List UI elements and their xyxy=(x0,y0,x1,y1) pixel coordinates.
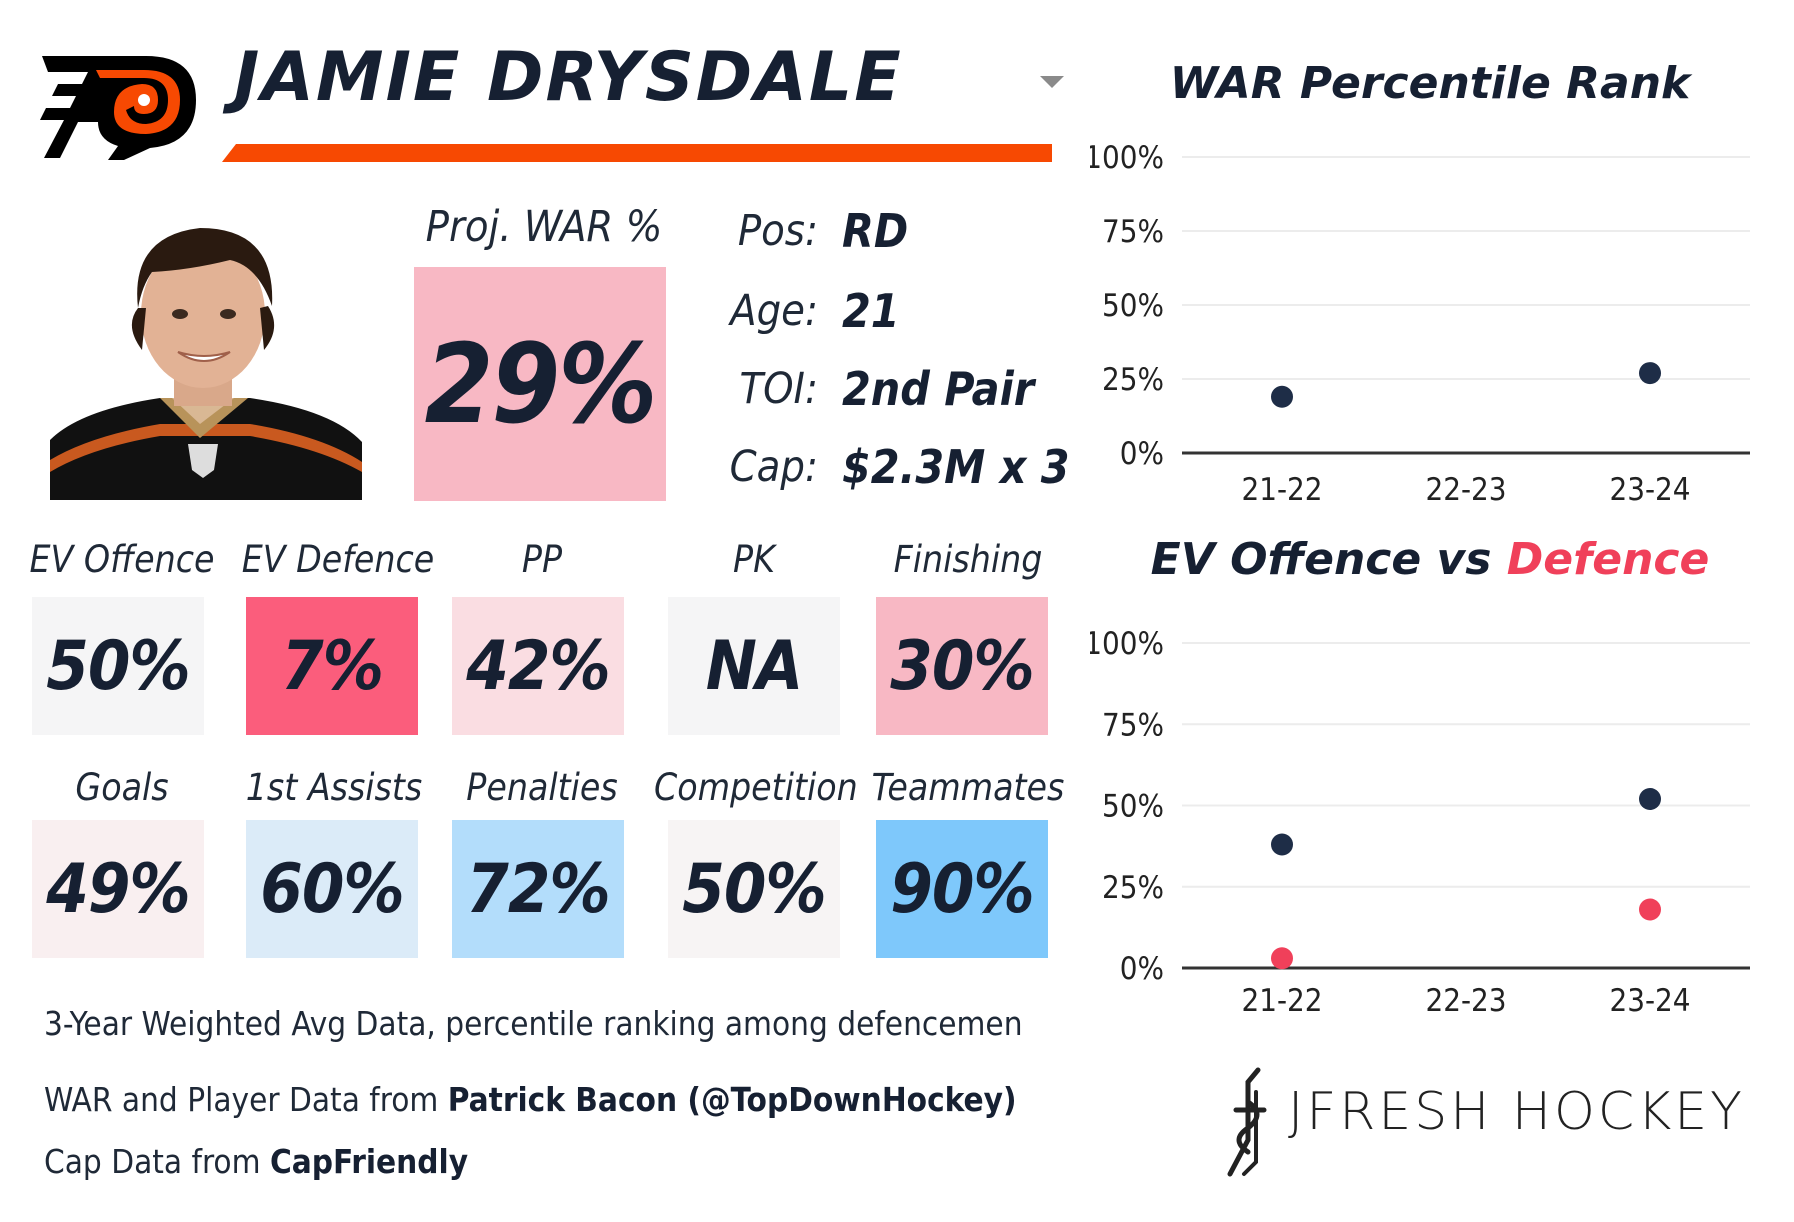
y-tick-label: 50% xyxy=(1102,288,1164,324)
first-assists-value: 60% xyxy=(260,849,404,929)
competition-box: 50% xyxy=(668,820,840,958)
y-tick-label: 25% xyxy=(1102,362,1164,398)
x-tick-label: 21-22 xyxy=(1241,472,1322,508)
data-point-ev-defence xyxy=(1639,898,1661,921)
goals-label: Goals xyxy=(75,766,169,809)
player-dropdown-icon[interactable] xyxy=(1040,76,1064,88)
ev-chart-title-defence: Defence xyxy=(1506,534,1710,585)
ev-offence-value: 50% xyxy=(46,626,190,706)
competition-value: 50% xyxy=(682,849,826,929)
war-source-prefix: WAR and Player Data from xyxy=(44,1080,448,1119)
player-name: JAMIE DRYSDALE xyxy=(234,38,903,117)
pk-label: PK xyxy=(733,538,775,581)
ev-chart-title-offence: EV Offence vs xyxy=(1150,534,1507,585)
proj-war-value: 29% xyxy=(424,320,658,448)
data-point-ev-defence xyxy=(1271,947,1293,970)
toi-label: TOI: xyxy=(739,364,818,414)
ev-defence-box: 7% xyxy=(246,597,418,735)
y-tick-label: 100% xyxy=(1090,140,1164,176)
age-label: Age: xyxy=(730,286,818,336)
teammates-box: 90% xyxy=(876,820,1048,958)
ev-offence-defence-chart: 100% 75% 50% 25% 0% 21-22 22-23 23-24 xyxy=(1090,626,1750,1019)
war-percentile-chart: 100% 75% 50% 25% 0% 21-22 22-23 23-24 xyxy=(1090,140,1750,508)
first-assists-label: 1st Assists xyxy=(245,766,423,809)
x-tick-label: 22-23 xyxy=(1425,983,1506,1019)
x-tick-label: 22-23 xyxy=(1425,472,1506,508)
penalties-label: Penalties xyxy=(466,766,618,809)
pk-box: NA xyxy=(668,597,840,735)
y-tick-label: 0% xyxy=(1120,951,1164,987)
war-source-line: WAR and Player Data from Patrick Bacon (… xyxy=(44,1080,1017,1119)
finishing-box: 30% xyxy=(876,597,1048,735)
brand-name: JFRESH HOCKEY xyxy=(1288,1082,1745,1142)
ev-defence-label: EV Defence xyxy=(241,538,435,581)
cap-label: Cap: xyxy=(729,442,818,492)
name-underline xyxy=(222,144,1052,162)
y-tick-label: 75% xyxy=(1102,707,1164,743)
data-point-war xyxy=(1271,385,1293,408)
data-point-war xyxy=(1639,362,1661,385)
age-value: 21 xyxy=(842,284,900,338)
ev-offence-label: EV Offence xyxy=(29,538,215,581)
ev-chart-title: EV Offence vs Defence xyxy=(1150,534,1710,585)
y-tick-label: 0% xyxy=(1120,436,1164,472)
y-tick-label: 100% xyxy=(1090,626,1164,662)
first-assists-box: 60% xyxy=(246,820,418,958)
data-point-ev-offence xyxy=(1639,788,1661,810)
x-tick-label: 21-22 xyxy=(1241,983,1322,1019)
data-point-ev-offence xyxy=(1271,833,1293,856)
war-source-link[interactable]: Patrick Bacon (@TopDownHockey) xyxy=(447,1080,1017,1119)
position-label: Pos: xyxy=(737,206,818,256)
penalties-value: 72% xyxy=(466,849,610,929)
y-tick-label: 75% xyxy=(1102,214,1164,250)
finishing-label: Finishing xyxy=(893,538,1043,581)
pp-box: 42% xyxy=(452,597,624,735)
proj-war-label: Proj. WAR % xyxy=(425,202,663,252)
data-note: 3-Year Weighted Avg Data, percentile ran… xyxy=(44,1004,1023,1043)
toi-value: 2nd Pair xyxy=(842,362,1035,416)
cap-source-prefix: Cap Data from xyxy=(44,1142,270,1181)
pp-label: PP xyxy=(521,538,563,581)
flyers-logo-icon xyxy=(40,56,196,160)
ev-defence-value: 7% xyxy=(281,626,384,706)
y-tick-label: 25% xyxy=(1102,870,1164,906)
player-headshot xyxy=(50,228,362,500)
ev-offence-box: 50% xyxy=(32,597,204,735)
pk-value: NA xyxy=(705,626,804,706)
pp-value: 42% xyxy=(466,626,610,706)
goals-value: 49% xyxy=(46,849,190,929)
goals-box: 49% xyxy=(32,820,204,958)
war-chart-title: WAR Percentile Rank xyxy=(1169,58,1691,109)
finishing-value: 30% xyxy=(890,626,1034,706)
cap-source-link[interactable]: CapFriendly xyxy=(269,1142,469,1181)
teammates-value: 90% xyxy=(890,849,1034,929)
jfresh-hockey-logo xyxy=(1227,1067,1267,1177)
cap-value: $2.3M x 3 xyxy=(842,440,1070,494)
cap-source-line: Cap Data from CapFriendly xyxy=(44,1142,468,1181)
y-tick-label: 50% xyxy=(1102,789,1164,825)
proj-war-box: 29% xyxy=(414,267,666,501)
x-tick-label: 23-24 xyxy=(1609,472,1690,508)
x-tick-label: 23-24 xyxy=(1609,983,1690,1019)
teammates-label: Teammates xyxy=(871,766,1065,809)
position-value: RD xyxy=(842,204,909,258)
competition-label: Competition xyxy=(654,766,858,809)
penalties-box: 72% xyxy=(452,820,624,958)
